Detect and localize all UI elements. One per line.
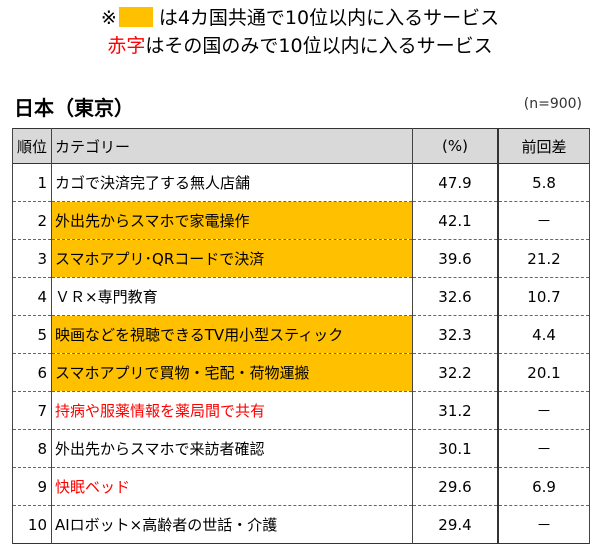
category-cell: AIロボット×高齢者の世話・介護 — [51, 505, 413, 544]
header-percent: (%) — [412, 128, 499, 164]
rank-cell: 8 — [12, 429, 52, 468]
rank-cell: 7 — [12, 391, 52, 430]
legend-highlight-text: は4カ国共通で10位以内に入るサービス — [158, 7, 500, 29]
percent-cell: 32.3 — [412, 315, 499, 354]
category-cell: スマホアプリ･QRコードで決済 — [51, 239, 413, 278]
header-category: カテゴリー — [51, 128, 413, 164]
diff-cell: － — [497, 429, 590, 468]
category-cell: 持病や服薬情報を薬局間で共有 — [51, 391, 413, 430]
percent-cell: 31.2 — [412, 391, 499, 430]
rank-cell: 9 — [12, 467, 52, 506]
rank-cell: 2 — [12, 201, 52, 240]
diff-cell: 5.8 — [497, 163, 590, 202]
table-row: 9 快眠ベッド 29.6 6.9 — [12, 467, 590, 506]
diff-cell: 20.1 — [497, 353, 590, 392]
highlight-swatch — [118, 7, 153, 27]
diff-cell: － — [497, 391, 590, 430]
sample-size-note: (n=900) — [523, 96, 582, 112]
header-diff: 前回差 — [497, 128, 590, 164]
table-row: 10 AIロボット×高齢者の世話・介護 29.4 － — [12, 505, 590, 544]
legend-note-mark: ※ — [100, 7, 117, 29]
percent-cell: 32.6 — [412, 277, 499, 316]
table-row: 6 スマホアプリで買物・宅配・荷物運搬 32.2 20.1 — [12, 353, 590, 392]
category-cell: 外出先からスマホで家電操作 — [51, 201, 413, 240]
diff-cell: 6.9 — [497, 467, 590, 506]
percent-cell: 29.6 — [412, 467, 499, 506]
percent-cell: 32.2 — [412, 353, 499, 392]
legend-line-red: 赤字はその国のみで10位以内に入るサービス — [0, 34, 600, 58]
rank-cell: 3 — [12, 239, 52, 278]
ranking-table: 順位 カテゴリー (%) 前回差 1 カゴで決済完了する無人店舗 47.9 5.8 2 外… — [12, 128, 590, 544]
diff-cell: 21.2 — [497, 239, 590, 278]
rank-cell: 1 — [12, 163, 52, 202]
diff-cell: 10.7 — [497, 277, 590, 316]
table-header-row: 順位 カテゴリー (%) 前回差 — [12, 128, 590, 164]
rank-cell: 6 — [12, 353, 52, 392]
table-row: 1 カゴで決済完了する無人店舗 47.9 5.8 — [12, 163, 590, 202]
category-cell: カゴで決済完了する無人店舗 — [51, 163, 413, 202]
percent-cell: 29.4 — [412, 505, 499, 544]
percent-cell: 42.1 — [412, 201, 499, 240]
category-cell: 映画などを視聴できるTV用小型スティック — [51, 315, 413, 354]
table-row: 2 外出先からスマホで家電操作 42.1 － — [12, 201, 590, 240]
table-row: 7 持病や服薬情報を薬局間で共有 31.2 － — [12, 391, 590, 430]
legend-red-text: はその国のみで10位以内に入るサービス — [145, 35, 493, 57]
diff-cell: － — [497, 505, 590, 544]
percent-cell: 39.6 — [412, 239, 499, 278]
table-row: 4 ＶＲ×専門教育 32.6 10.7 — [12, 277, 590, 316]
diff-cell: 4.4 — [497, 315, 590, 354]
region-title: 日本（東京） — [14, 96, 134, 120]
table-row: 8 外出先からスマホで来訪者確認 30.1 － — [12, 429, 590, 468]
legend-line-highlight: ※ は4カ国共通で10位以内に入るサービス — [0, 6, 600, 30]
rank-cell: 4 — [12, 277, 52, 316]
legend-red-label: 赤字 — [107, 35, 146, 57]
category-cell: ＶＲ×専門教育 — [51, 277, 413, 316]
percent-cell: 30.1 — [412, 429, 499, 468]
diff-cell: － — [497, 201, 590, 240]
category-cell: 外出先からスマホで来訪者確認 — [51, 429, 413, 468]
header-rank: 順位 — [12, 128, 52, 164]
percent-cell: 47.9 — [412, 163, 499, 202]
rank-cell: 10 — [12, 505, 52, 544]
rank-cell: 5 — [12, 315, 52, 354]
table-row: 5 映画などを視聴できるTV用小型スティック 32.3 4.4 — [12, 315, 590, 354]
category-cell: スマホアプリで買物・宅配・荷物運搬 — [51, 353, 413, 392]
category-cell: 快眠ベッド — [51, 467, 413, 506]
table-row: 3 スマホアプリ･QRコードで決済 39.6 21.2 — [12, 239, 590, 278]
